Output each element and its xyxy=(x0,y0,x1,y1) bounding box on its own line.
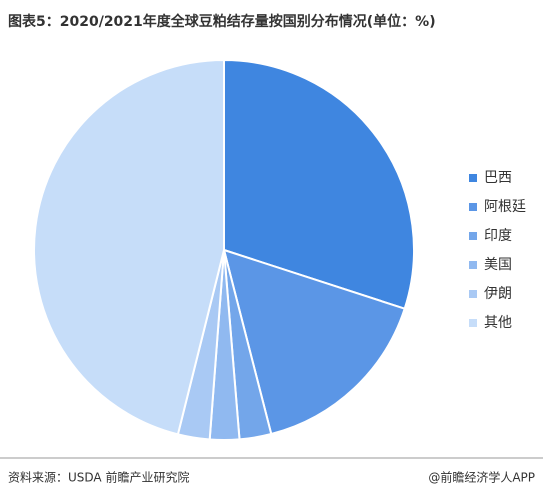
legend-label: 美国 xyxy=(484,257,512,273)
legend-swatch xyxy=(469,174,477,182)
legend-swatch xyxy=(469,203,477,211)
pie xyxy=(33,58,415,441)
pie-slice xyxy=(222,248,406,436)
pie-slice xyxy=(33,58,225,436)
legend-swatch xyxy=(469,261,477,269)
pie-slice xyxy=(223,58,415,310)
source: 资料来源：USDA 前瞻产业研究院 xyxy=(8,470,189,485)
legend-swatch xyxy=(469,319,477,327)
legend-label: 巴西 xyxy=(484,170,512,186)
legend-swatch xyxy=(469,290,477,298)
legend-label: 阿根廷 xyxy=(484,199,526,215)
legend-label: 印度 xyxy=(484,228,512,244)
legend-label: 其他 xyxy=(484,315,512,331)
chart-title: 图表5：2020/2021年度全球豆粕结存量按国别分布情况(单位：%) xyxy=(8,13,436,30)
legend-swatch xyxy=(469,232,477,240)
credit: @前瞻经济学人APP xyxy=(428,470,535,485)
legend-label: 伊朗 xyxy=(484,286,512,302)
